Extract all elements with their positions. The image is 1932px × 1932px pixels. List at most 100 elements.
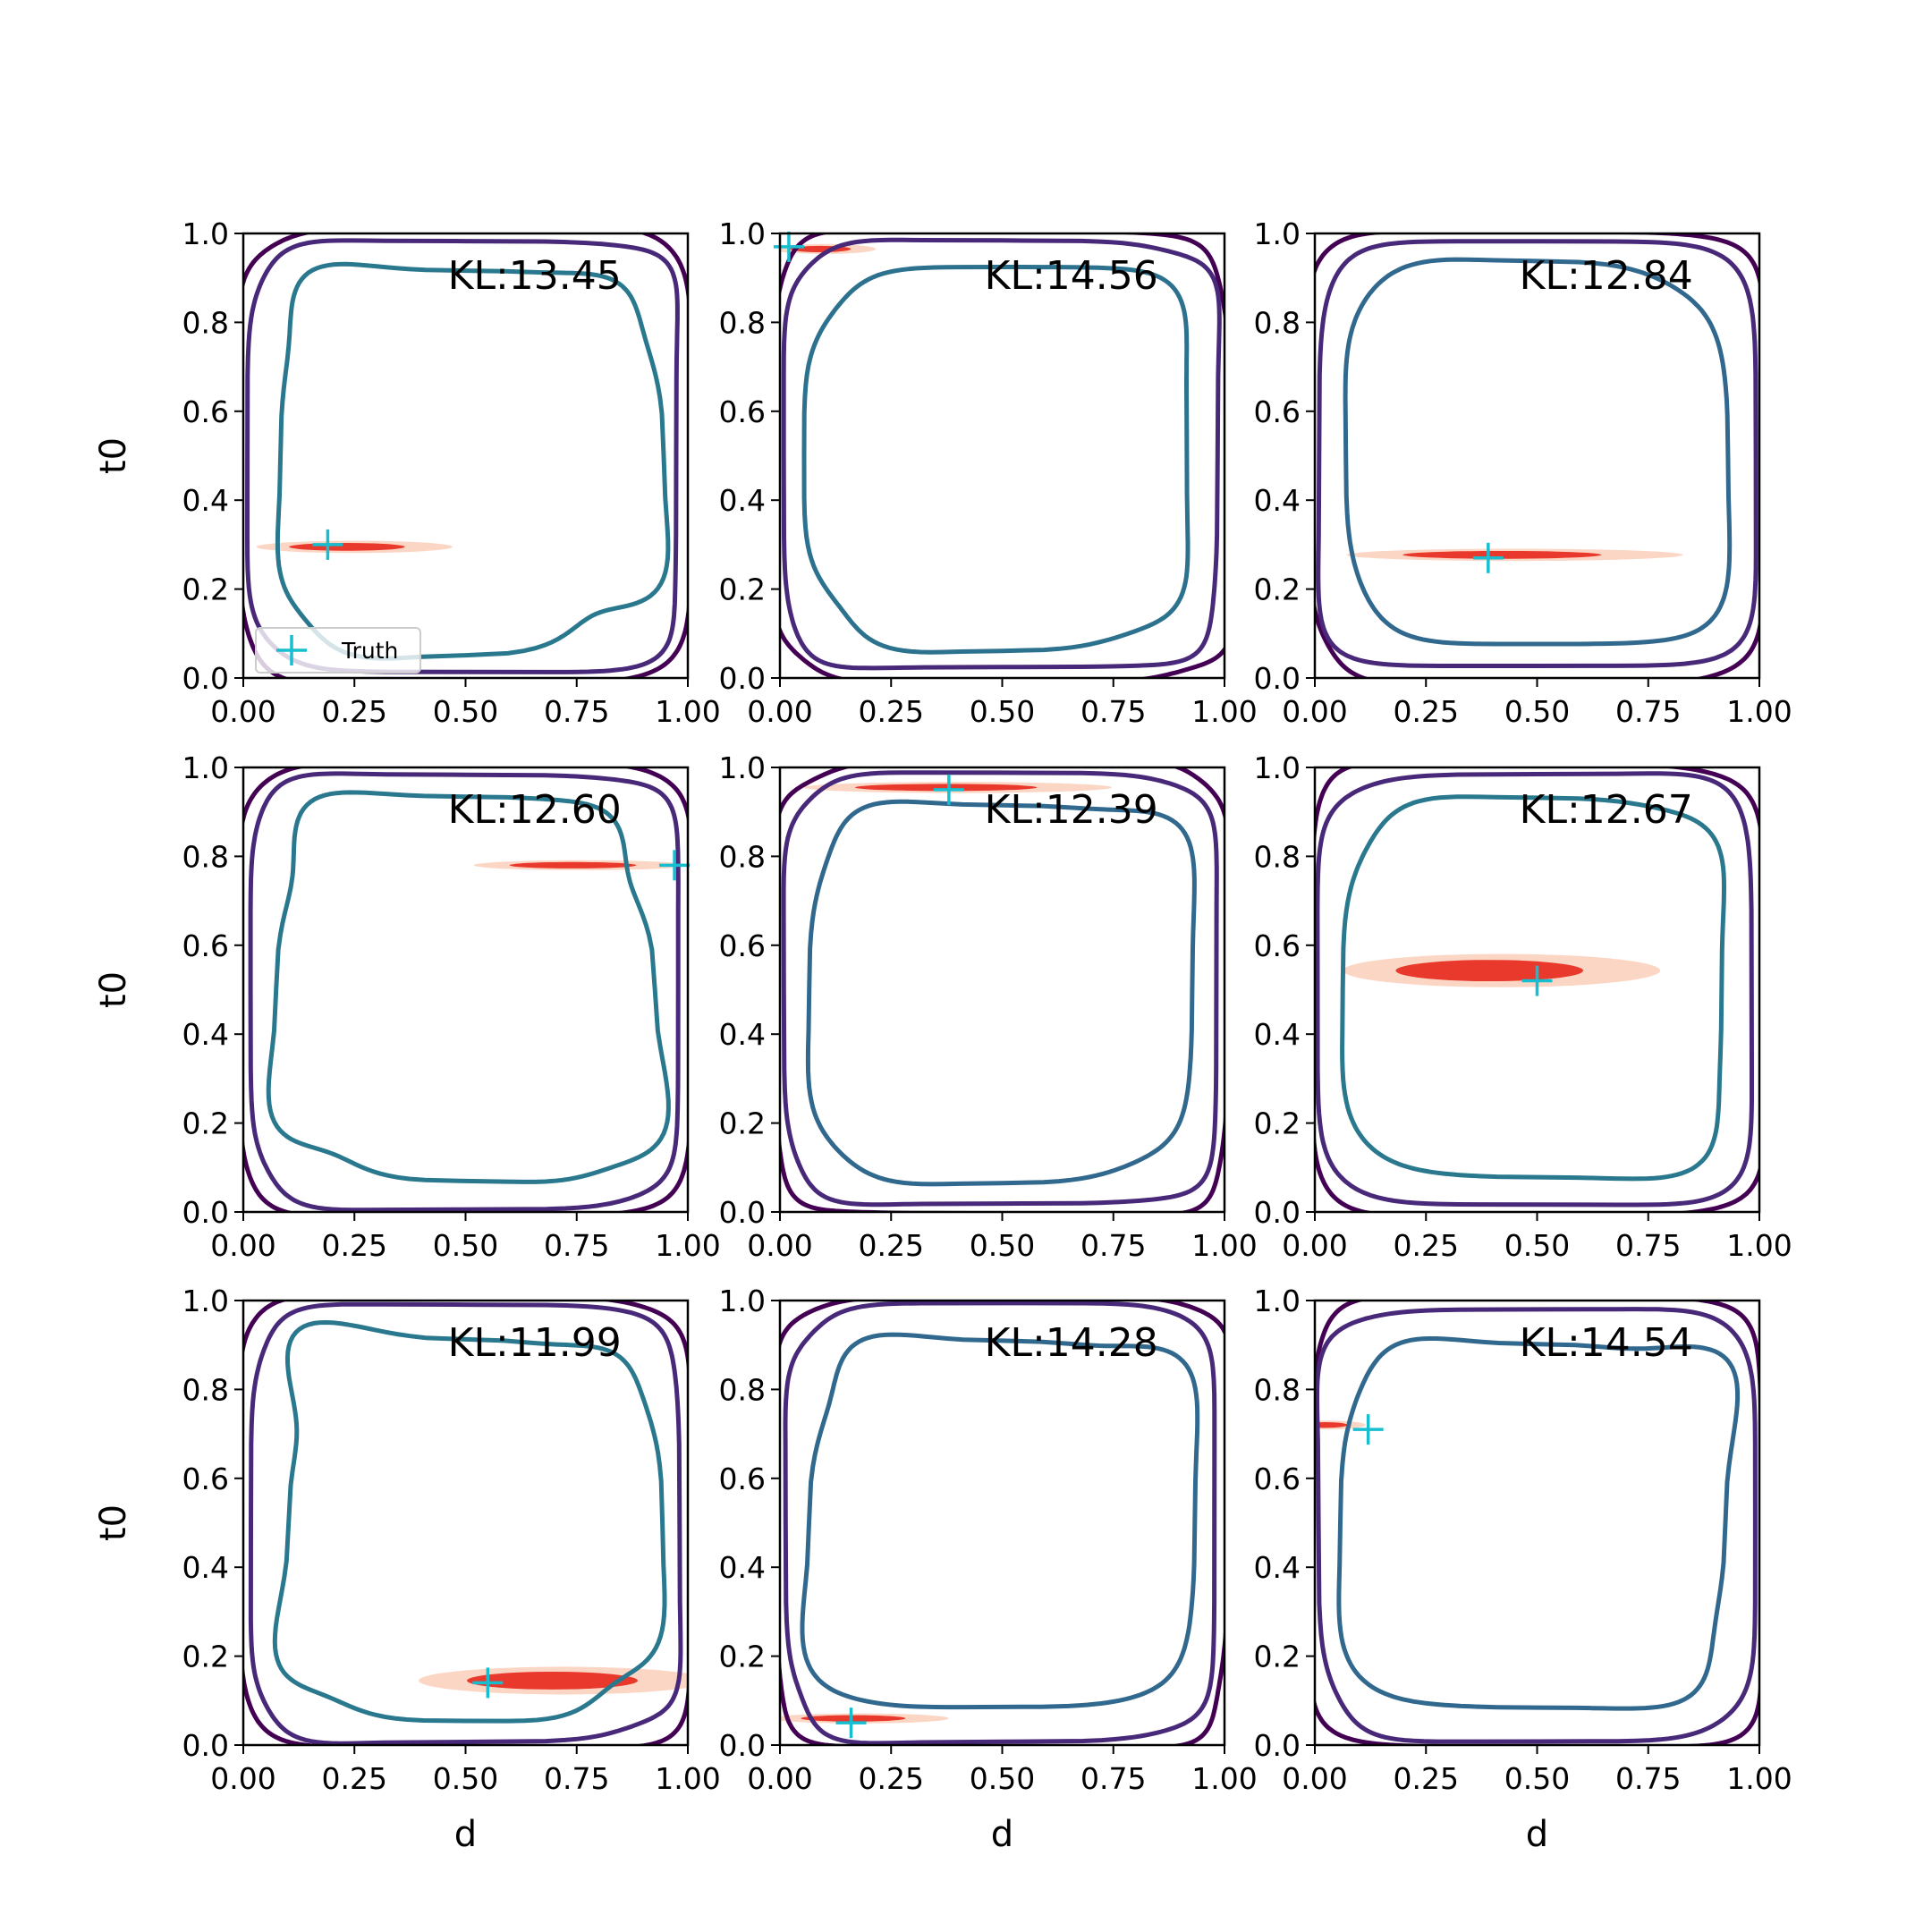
x-tick-label: 1.00 <box>1191 694 1257 729</box>
y-tick-label: 0.2 <box>719 1640 766 1674</box>
y-tick-label: 1.0 <box>1254 750 1301 785</box>
contour-inner <box>801 264 1191 655</box>
x-tick-label: 0.00 <box>1282 1228 1347 1263</box>
x-tick-label: 0.50 <box>433 1228 498 1263</box>
y-tick-label: 0.0 <box>719 661 766 696</box>
y-axis-label: t0 <box>93 971 134 1008</box>
y-tick-label: 0.0 <box>182 1195 229 1230</box>
y-tick-label: 0.6 <box>719 394 766 429</box>
kl-annotation: KL:14.56 <box>985 253 1158 299</box>
y-tick-label: 0.0 <box>182 1728 229 1763</box>
y-tick-label: 1.0 <box>182 216 229 251</box>
truth-marker <box>933 774 964 805</box>
posterior-core <box>1395 960 1583 982</box>
contour-mid <box>781 237 1222 671</box>
posterior-core <box>289 543 405 551</box>
contour-outer <box>243 767 688 1212</box>
truth-marker <box>1521 965 1553 996</box>
y-tick-label: 0.4 <box>1254 1550 1301 1585</box>
posterior-core <box>466 1671 639 1690</box>
posterior-core <box>1315 1421 1348 1428</box>
contour-mid <box>248 771 681 1212</box>
kl-annotation: KL:12.39 <box>985 787 1158 833</box>
x-tick-label: 0.25 <box>859 1228 924 1263</box>
y-tick-label: 0.4 <box>182 1550 229 1585</box>
y-tick-label: 1.0 <box>719 750 766 785</box>
contour-outer <box>1315 767 1759 1212</box>
contour-inner <box>1340 794 1727 1182</box>
contour-mid <box>1315 1307 1758 1744</box>
contour-mid <box>248 1301 683 1745</box>
truth-marker <box>312 529 343 560</box>
contour-mid <box>1316 239 1758 668</box>
x-tick-label: 0.25 <box>322 694 387 729</box>
y-tick-label: 0.0 <box>182 661 229 696</box>
y-tick-label: 0.6 <box>719 928 766 963</box>
truth-marker <box>1472 542 1504 573</box>
y-tick-label: 0.4 <box>1254 1017 1301 1052</box>
x-tick-label: 0.00 <box>1282 694 1347 729</box>
kl-annotation: KL:13.45 <box>448 253 622 299</box>
y-tick-label: 0.6 <box>1254 394 1301 429</box>
panel-4: 0.00 0.25 0.50 0.75 1.00 0.0 0.2 0.4 0.6 0.8 1.0 KL… <box>93 750 721 1263</box>
y-tick-label: 1.0 <box>719 1284 766 1318</box>
x-tick-label: 0.25 <box>1394 1228 1459 1263</box>
panel-2: 0.00 0.25 0.50 0.75 1.00 0.0 0.2 0.4 0.6 0.8 1.0 KL… <box>719 216 1258 729</box>
legend-label: Truth <box>341 638 398 664</box>
panel-3: 0.00 0.25 0.50 0.75 1.00 0.0 0.2 0.4 0.6 0.8 1.0 KL… <box>1254 216 1792 729</box>
x-tick-label: 0.75 <box>544 1761 609 1796</box>
contour-outer <box>1315 1301 1759 1745</box>
y-tick-label: 1.0 <box>182 1284 229 1318</box>
contour-mid <box>783 1301 1217 1745</box>
x-tick-label: 0.75 <box>1080 1228 1146 1263</box>
x-tick-label: 0.00 <box>210 694 275 729</box>
x-tick-label: 1.00 <box>655 1761 720 1796</box>
y-tick-label: 0.0 <box>1254 1728 1301 1763</box>
contour-inner <box>800 1332 1200 1710</box>
y-tick-label: 0.2 <box>1254 1640 1301 1674</box>
posterior-core <box>1402 550 1602 559</box>
kl-annotation: KL:12.84 <box>1520 253 1693 299</box>
y-tick-label: 0.2 <box>1254 572 1301 607</box>
y-tick-label: 0.8 <box>719 839 766 874</box>
x-axis-label: d <box>991 1814 1013 1855</box>
x-tick-label: 0.75 <box>1080 694 1146 729</box>
x-tick-label: 1.00 <box>1726 1761 1792 1796</box>
x-tick-label: 0.75 <box>1615 1228 1681 1263</box>
contour-inner <box>1343 257 1733 647</box>
plot-area <box>243 1301 688 1745</box>
y-tick-label: 0.6 <box>182 1462 229 1496</box>
x-tick-label: 0.50 <box>1504 694 1570 729</box>
x-tick-label: 0.25 <box>1394 1761 1459 1796</box>
x-tick-label: 0.50 <box>1504 1228 1570 1263</box>
contour-outer <box>243 1301 688 1745</box>
y-tick-label: 0.4 <box>719 1550 766 1585</box>
y-tick-label: 0.4 <box>182 483 229 518</box>
x-tick-label: 0.50 <box>970 694 1035 729</box>
contour-outer <box>1315 233 1759 678</box>
y-axis-label: t0 <box>93 437 134 474</box>
x-tick-label: 1.00 <box>1191 1228 1257 1263</box>
y-tick-label: 1.0 <box>1254 216 1301 251</box>
x-axis-label: d <box>454 1814 477 1855</box>
kl-annotation: KL:14.28 <box>985 1320 1158 1366</box>
legend: Truth <box>255 627 421 674</box>
x-tick-label: 1.00 <box>655 1228 720 1263</box>
y-axis-label: t0 <box>93 1504 134 1541</box>
truth-marker <box>659 850 691 881</box>
posterior-core <box>854 784 1038 792</box>
y-tick-label: 0.6 <box>182 394 229 429</box>
y-tick-label: 0.2 <box>1254 1106 1301 1141</box>
y-tick-label: 0.6 <box>182 928 229 963</box>
x-tick-label: 0.25 <box>859 694 924 729</box>
y-tick-label: 0.8 <box>719 305 766 340</box>
y-tick-label: 0.4 <box>1254 483 1301 518</box>
y-tick-label: 0.0 <box>719 1728 766 1763</box>
y-tick-label: 0.2 <box>182 1640 229 1674</box>
truth-marker <box>835 1707 867 1739</box>
contour-outer <box>780 233 1224 678</box>
truth-marker <box>1352 1414 1384 1445</box>
contour-inner <box>266 790 671 1184</box>
x-tick-label: 0.75 <box>1080 1761 1146 1796</box>
y-tick-label: 0.6 <box>1254 928 1301 963</box>
